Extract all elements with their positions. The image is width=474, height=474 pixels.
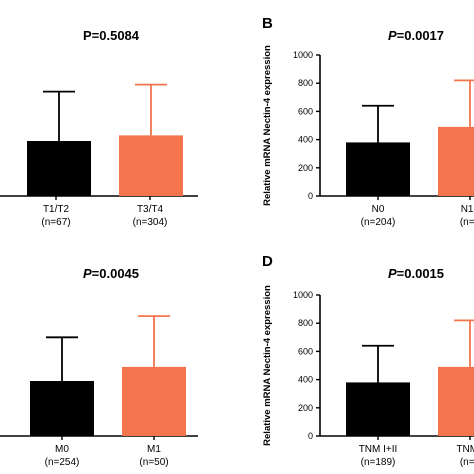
x-category-label: N1+ <box>461 204 474 215</box>
bar-1 <box>346 142 410 196</box>
chart-title: P=0.0017 <box>388 28 444 43</box>
y-tick-label: 600 <box>298 106 313 116</box>
bar-2 <box>122 366 186 436</box>
x-category-label: TNM I <box>456 444 474 455</box>
x-category-label: M0 <box>55 444 69 455</box>
x-count-label: (n=50) <box>139 457 168 468</box>
y-tick-label: 400 <box>298 375 313 385</box>
y-tick-label: 1000 <box>293 290 313 300</box>
y-tick-label: 600 <box>298 346 313 356</box>
x-count-label: (n=1 <box>460 457 474 468</box>
y-axis-label: Relative mRNA Nectin-4 expression <box>262 285 273 446</box>
x-category-label: M1 <box>147 444 161 455</box>
x-category-label: N0 <box>372 204 385 215</box>
x-count-label: (n=304) <box>133 217 168 228</box>
bar-2 <box>438 126 474 196</box>
chart-title: P=0.0015 <box>388 266 444 281</box>
panel-letter: D <box>262 253 273 270</box>
y-tick-label: 200 <box>298 403 313 413</box>
panel-letter: B <box>262 15 273 32</box>
bar-1 <box>346 382 410 436</box>
x-count-label: (n=1 <box>460 217 474 228</box>
x-category-label: T3/T4 <box>137 204 164 215</box>
x-count-label: (n=67) <box>41 217 70 228</box>
x-count-label: (n=204) <box>361 217 396 228</box>
y-tick-label: 0 <box>308 191 313 201</box>
bar-2 <box>438 366 474 436</box>
bar-2 <box>119 135 183 196</box>
y-tick-label: 800 <box>298 318 313 328</box>
bar-1 <box>27 141 91 196</box>
y-tick-label: 200 <box>298 163 313 173</box>
y-axis-label: Relative mRNA Nectin-4 expression <box>262 45 273 206</box>
x-count-label: (n=189) <box>361 457 396 468</box>
chart-title: P=0.5084 <box>83 28 140 43</box>
y-tick-label: 800 <box>298 78 313 88</box>
y-tick-label: 0 <box>308 431 313 441</box>
x-category-label: T1/T2 <box>43 204 70 215</box>
bar-1 <box>30 381 94 436</box>
y-tick-label: 400 <box>298 135 313 145</box>
y-tick-label: 1000 <box>293 50 313 60</box>
x-category-label: TNM I+II <box>359 444 398 455</box>
chart-title: P=0.0045 <box>83 266 139 281</box>
x-count-label: (n=254) <box>45 457 80 468</box>
